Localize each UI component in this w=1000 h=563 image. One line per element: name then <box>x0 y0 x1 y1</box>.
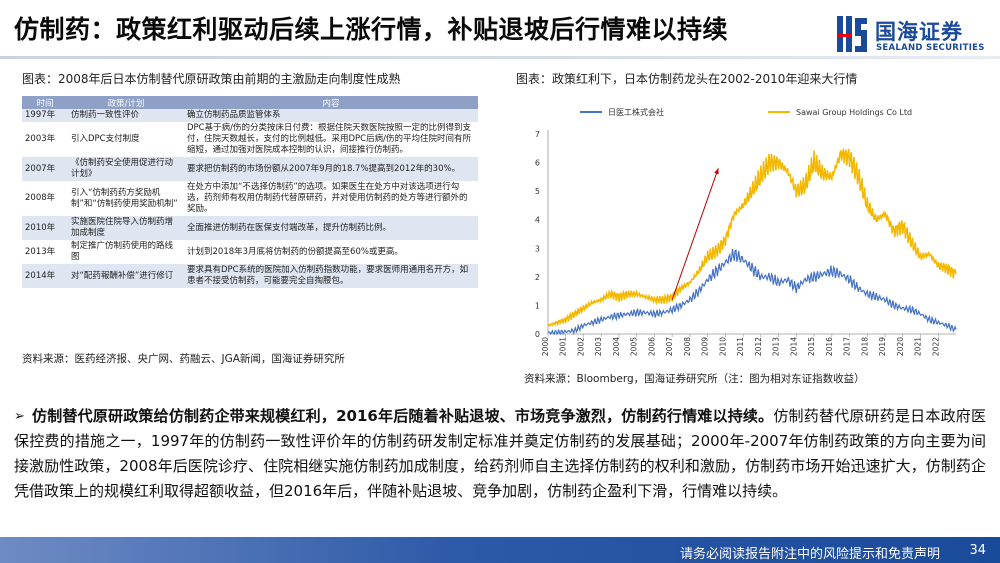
legend-label: 日医工株式会社 <box>608 107 664 117</box>
x-tick-label: 2014 <box>789 337 798 356</box>
footer-disclaimer: 请务必阅读报告附注中的风险提示和免责声明 <box>679 547 940 562</box>
table-row: 2014年 对“配药報酬补偿”进行修订 要求具有DPC系统的医院加入仿制药指数功… <box>22 264 478 288</box>
y-tick-label: 7 <box>535 130 540 139</box>
sealand-logo-icon <box>837 16 867 52</box>
x-tick-label: 2015 <box>807 337 816 356</box>
x-tick-label: 2009 <box>701 337 710 356</box>
summary-paragraph: ➢ 仿制替代原研政策给仿制药企带来规模红利，2016年后随着补贴退坡、市场竞争激… <box>14 404 986 504</box>
x-tick-label: 2001 <box>559 337 568 356</box>
cell-content: 要求具有DPC系统的医院加入仿制药指数功能，要求医师用通用名开方，如患者不接受仿… <box>184 264 478 288</box>
cell-policy: 仿制药一致性评价 <box>68 109 184 122</box>
y-tick-label: 5 <box>535 187 540 196</box>
cell-year: 2013年 <box>22 240 68 264</box>
x-tick-label: 2011 <box>736 337 745 356</box>
stock-performance-chart: 0 1 2 3 4 5 6 7 2000 2001 2002 2003 2004 2005 2006 2007… <box>535 107 957 356</box>
summary-bold-lead: 仿制替代原研政策给仿制药企带来规模红利，2016年后随着补贴退坡、市场竞争激烈，… <box>32 407 774 425</box>
y-tick-label: 0 <box>535 330 540 339</box>
column-header-policy: 政策/计划 <box>68 96 184 109</box>
cell-year: 2008年 <box>22 181 68 216</box>
x-tick-label: 2016 <box>825 337 834 356</box>
cell-year: 2014年 <box>22 264 68 288</box>
cell-year: 2003年 <box>22 122 68 157</box>
x-tick-label: 2020 <box>896 337 905 356</box>
bullet-arrow-icon: ➢ <box>14 409 25 424</box>
x-tick-label: 2000 <box>541 337 550 356</box>
cell-year: 2010年 <box>22 216 68 240</box>
page-title: 仿制药：政策红利驱动后续上涨行情，补贴退坡后行情难以持续 <box>14 15 729 44</box>
logo-text-cn: 国海证券 <box>875 20 963 44</box>
table-row: 1997年 仿制药一致性评价 确立仿制药品质监管体系 <box>22 109 478 122</box>
cell-content: DPC基于病/伤的分类按床日付费：根据住院天数医院按照一定的比例得到支付，住院天… <box>184 122 478 157</box>
table-row: 2008年 引入“仿制药药方奖励机制”和“仿制药使用奖励机制” 在处方中添加“不… <box>22 181 478 216</box>
company-logo: 国海证券 SEALAND SECURITIES <box>835 14 993 58</box>
x-tick-label: 2010 <box>718 337 727 356</box>
cell-content: 计划到2018年3月底将仿制药的份额提高至60%或更高。 <box>184 240 478 264</box>
y-tick-label: 2 <box>535 273 540 282</box>
trend-arrow-head <box>714 168 719 175</box>
x-tick-label: 2003 <box>594 337 603 356</box>
x-tick-label: 2008 <box>683 337 692 356</box>
y-tick-label: 3 <box>535 244 540 253</box>
table-row: 2003年 引入DPC支付制度 DPC基于病/伤的分类按床日付费：根据住院天数医… <box>22 122 478 157</box>
x-tick-label: 2018 <box>860 337 869 356</box>
y-tick-label: 6 <box>535 159 540 168</box>
table-row: 2013年 制定推广仿制药使用的路线图 计划到2018年3月底将仿制药的份额提高… <box>22 240 478 264</box>
x-tick-label: 2002 <box>576 337 585 356</box>
x-tick-label: 2019 <box>878 337 887 356</box>
table-row: 2010年 实施医院住院导入仿制药增加成制度 全面推进仿制药在医保支付端改革，提… <box>22 216 478 240</box>
table-row: 2007年 《仿制药安全使用促进行动计划》 要求把仿制药的市场份额从2007年9… <box>22 157 478 181</box>
logo-text-en: SEALAND SECURITIES <box>876 43 985 53</box>
chart-caption: 图表：政策红利下，日本仿制药龙头在2002-2010年迎来大行情 <box>516 72 858 86</box>
x-tick-label: 2021 <box>914 337 923 356</box>
table-source-note: 资料来源：医药经济报、央广网、药融云、JGA新闻，国海证券研究所 <box>22 353 345 365</box>
cell-content: 在处方中添加“不选择仿制药”的选项。如果医生在处方中对该选项进行勾选，药剂师有权… <box>184 181 478 216</box>
column-header-time: 时间 <box>22 96 68 109</box>
cell-year: 2007年 <box>22 157 68 181</box>
trend-arrow <box>671 168 719 300</box>
x-tick-label: 2005 <box>630 337 639 356</box>
x-tick-label: 2004 <box>612 337 621 356</box>
cell-policy: 引入DPC支付制度 <box>68 122 184 157</box>
x-tick-label: 2007 <box>665 337 674 356</box>
x-tick-label: 2017 <box>843 337 852 356</box>
cell-year: 1997年 <box>22 109 68 122</box>
series-line-sawai <box>547 147 957 328</box>
cell-policy: 对“配药報酬补偿”进行修订 <box>68 264 184 288</box>
x-tick-label: 2013 <box>772 337 781 356</box>
summary-text: 仿制药替代原研药是日本政府医保控费的措施之一，1997年的仿制药一致性评价年的仿… <box>14 407 986 500</box>
cell-policy: 《仿制药安全使用促进行动计划》 <box>68 157 184 181</box>
header-divider <box>0 56 1000 59</box>
table-caption: 图表：2008年后日本仿制替代原研政策由前期的主激励走向制度性成熟 <box>22 72 401 86</box>
cell-content: 确立仿制药品质监管体系 <box>184 109 478 122</box>
x-tick-label: 2006 <box>647 337 656 356</box>
cell-policy: 实施医院住院导入仿制药增加成制度 <box>68 216 184 240</box>
policy-table: 时间 政策/计划 内容 1997年 仿制药一致性评价 确立仿制药品质监管体系 2… <box>22 96 478 288</box>
cell-policy: 引入“仿制药药方奖励机制”和“仿制药使用奖励机制” <box>68 181 184 216</box>
chart-source-note: 资料来源：Bloomberg，国海证券研究所（注：图为相对东证指数收益） <box>524 373 865 385</box>
y-tick-label: 1 <box>535 301 540 310</box>
cell-content: 全面推进仿制药在医保支付端改革，提升仿制药比例。 <box>184 216 478 240</box>
cell-content: 要求把仿制药的市场份额从2007年9月的18.7%提高到2012年的30%。 <box>184 157 478 181</box>
legend-label: Sawai Group Holdings Co Ltd <box>796 108 912 117</box>
x-tick-label: 2022 <box>931 337 940 356</box>
y-tick-label: 4 <box>535 216 540 225</box>
x-tick-label: 2012 <box>754 337 763 356</box>
cell-policy: 制定推广仿制药使用的路线图 <box>68 240 184 264</box>
page-number: 34 <box>969 543 986 558</box>
column-header-content: 内容 <box>184 96 478 109</box>
footer-bar: 请务必阅读报告附注中的风险提示和免责声明 34 <box>0 537 1000 563</box>
series-line-nichi-iko <box>547 249 957 336</box>
